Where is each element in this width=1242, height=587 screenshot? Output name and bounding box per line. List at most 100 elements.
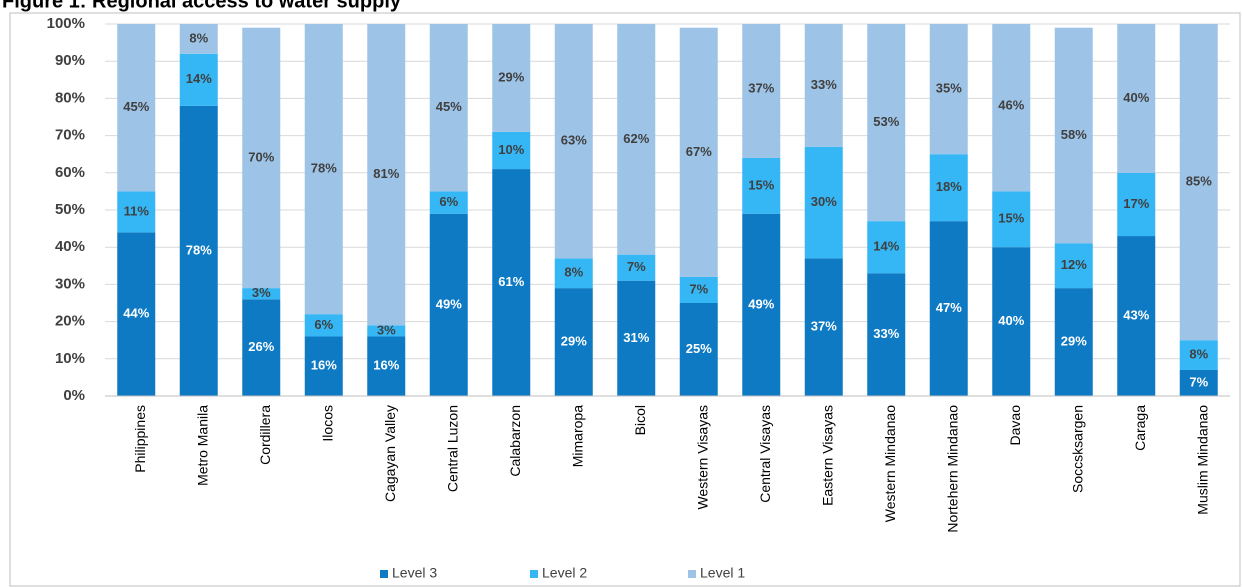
data-label: 81% [373, 166, 399, 181]
data-label: 3% [252, 285, 271, 300]
bar-segment [179, 53, 218, 106]
x-tick-label: Bicol [632, 405, 648, 435]
x-tick-label: Muslim Mindanao [1194, 405, 1210, 515]
y-tick-label: 20% [55, 313, 85, 330]
legend-label: Level 3 [392, 565, 437, 581]
bar-segment [929, 221, 968, 396]
data-label: 47% [936, 300, 962, 315]
legend-swatch [380, 570, 388, 578]
bar-segment [1054, 243, 1093, 289]
data-label: 37% [811, 319, 837, 334]
bar-segment [304, 336, 343, 396]
legend-label: Level 1 [700, 565, 745, 581]
bar-segment [992, 191, 1031, 248]
bar-segment [617, 280, 656, 396]
x-tick-label: Central Visayas [757, 405, 773, 503]
data-label: 43% [1123, 307, 1149, 322]
data-label: 3% [377, 322, 396, 337]
bar-segment [742, 157, 781, 214]
data-label: 14% [873, 239, 899, 254]
x-tick-label: Western Visayas [694, 405, 710, 510]
bar-segment [367, 325, 406, 337]
data-label: 14% [186, 71, 212, 86]
bars [117, 24, 1218, 396]
y-tick-label: 80% [55, 89, 85, 106]
chart-title: Figure 1: Regional access to water suppl… [2, 0, 402, 12]
data-label: 17% [1123, 196, 1149, 211]
data-label: 31% [623, 330, 649, 345]
legend-swatch [688, 570, 696, 578]
bar-segment [617, 24, 656, 255]
x-tick-label: Central Luzon [444, 405, 460, 492]
data-label: 78% [186, 242, 212, 257]
bar-segment [1179, 369, 1218, 396]
data-label: 29% [561, 333, 587, 348]
y-tick-label: 40% [55, 238, 85, 255]
bar-segment [492, 169, 531, 396]
bar-segment [367, 24, 406, 326]
legend-swatch [530, 570, 538, 578]
bar-segment [367, 336, 406, 396]
bar-segment [179, 24, 218, 54]
x-tick-label: Ilocos [319, 405, 335, 442]
bar-segment [304, 24, 343, 315]
data-label: 62% [623, 131, 649, 146]
data-label: 16% [373, 358, 399, 373]
data-label: 8% [564, 265, 583, 280]
data-label: 6% [314, 317, 333, 332]
legend-label: Level 2 [542, 565, 587, 581]
bar-segment [492, 24, 531, 132]
data-label: 7% [1189, 374, 1208, 389]
data-label: 49% [748, 296, 774, 311]
bar-segment [804, 146, 843, 259]
data-label: 45% [123, 99, 149, 114]
x-tick-label: Soccsksargen [1069, 405, 1085, 493]
bar-segment [867, 273, 906, 396]
y-tick-label: 70% [55, 127, 85, 144]
bar-segment [1117, 24, 1156, 173]
data-label: 8% [189, 30, 208, 45]
bar-segment [429, 213, 468, 396]
bar-segment [1054, 288, 1093, 396]
bar-segment [804, 258, 843, 396]
bar-segment [867, 24, 906, 222]
data-label: 46% [998, 97, 1024, 112]
data-label: 15% [998, 211, 1024, 226]
data-label: 35% [936, 81, 962, 96]
y-tick-label: 50% [55, 201, 85, 218]
bar-segment [1117, 172, 1156, 237]
data-label: 37% [748, 81, 774, 96]
bar-segment [117, 24, 156, 192]
data-label: 33% [811, 77, 837, 92]
data-label: 40% [998, 313, 1024, 328]
data-label: 10% [498, 142, 524, 157]
bar-segment [679, 303, 718, 396]
data-label: 78% [311, 161, 337, 176]
data-label: 8% [1189, 347, 1208, 362]
x-tick-label: Metro Manila [194, 405, 210, 486]
y-tick-label: 60% [55, 164, 85, 181]
data-label: 53% [873, 114, 899, 129]
data-label: 49% [436, 296, 462, 311]
bar-segment [929, 154, 968, 222]
data-label: 33% [873, 326, 899, 341]
data-label: 58% [1061, 127, 1087, 142]
y-tick-label: 100% [47, 15, 85, 32]
data-label: 7% [689, 281, 708, 296]
data-label: 61% [498, 274, 524, 289]
data-label: 18% [936, 179, 962, 194]
x-tick-label: Caraga [1132, 405, 1148, 451]
data-label: 7% [627, 259, 646, 274]
y-tick-label: 30% [55, 275, 85, 292]
bar-segment [992, 24, 1031, 192]
x-tick-label: Western Mindanao [882, 405, 898, 522]
bar-segment [1054, 27, 1093, 244]
bar-segment [992, 247, 1031, 396]
bar-segment [1179, 340, 1218, 370]
data-label: 70% [248, 149, 274, 164]
bar-segment [242, 288, 281, 300]
data-label: 6% [439, 194, 458, 209]
x-tick-label: Davao [1007, 405, 1023, 446]
data-label: 26% [248, 339, 274, 354]
